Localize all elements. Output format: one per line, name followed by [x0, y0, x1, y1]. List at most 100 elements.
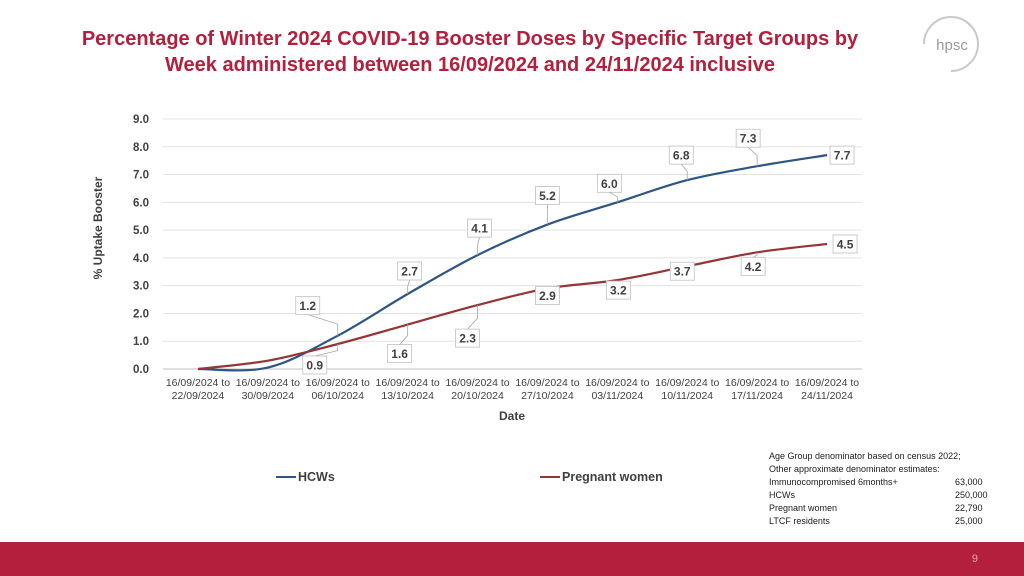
data-label: 4.5: [832, 234, 858, 254]
data-label-text: 7.7: [834, 149, 851, 163]
label-box: [302, 355, 328, 375]
title-line-2: Week administered between 16/09/2024 and…: [165, 54, 775, 76]
label-leader: [609, 191, 618, 203]
label-box: [605, 280, 631, 300]
data-label: 3.7: [669, 261, 695, 281]
data-label: 2.7: [397, 261, 423, 294]
note-row: HCWs 250,000: [769, 489, 991, 502]
page-number: 9: [971, 553, 978, 565]
data-label-text: 4.5: [837, 238, 854, 252]
data-label: 7.7: [829, 145, 855, 165]
label-box: [535, 286, 560, 305]
y-tick-label: 7.0: [133, 170, 149, 182]
label-box: [740, 256, 766, 276]
footer-bar: 9: [0, 542, 1024, 576]
label-leader: [407, 279, 411, 294]
x-tick-label: 16/09/2024 to 30/09/2024: [236, 377, 300, 402]
legend-swatch-pregnant: [540, 476, 560, 478]
data-label-text: 6.8: [673, 149, 690, 163]
line-chart: 0.0 1.0 2.0 3.0 4.0 5.0 6.0 7.0 8.0 9.0 16/09/202…: [91, 114, 862, 423]
note-row-value: 250,000: [955, 490, 988, 500]
x-tick-label: 16/09/2024 to 17/11/2024: [725, 377, 789, 402]
data-label-text: 2.3: [459, 332, 476, 346]
data-label-text: 3.2: [610, 284, 627, 298]
data-label-text: 4.2: [745, 260, 762, 274]
y-tick-label: 8.0: [133, 142, 149, 154]
data-label-text: 5.2: [539, 189, 556, 203]
note-line-1: Age Group denominator based on census 20…: [769, 451, 961, 461]
note-row-value: 22,790: [955, 503, 983, 513]
data-labels: 1.2 2.7 4.1 5.2 6.0 6.8 7.3 7.7 0.9 1.6 2.3 2.9 3.2 3…: [295, 128, 858, 375]
title-line-1: Percentage of Winter 2024 COVID-19 Boost…: [81, 28, 859, 50]
x-tick-label: 16/09/2024 to 06/10/2024: [306, 377, 370, 402]
y-axis-ticks: 0.0 1.0 2.0 3.0 4.0 5.0 6.0 7.0 8.0 9.0: [133, 114, 149, 376]
y-tick-label: 2.0: [133, 308, 149, 320]
label-box: [397, 261, 423, 281]
label-leader: [680, 163, 688, 181]
data-label-text: 1.2: [299, 299, 316, 313]
note-row: Pregnant women 22,790: [769, 502, 991, 515]
x-tick-label: 16/09/2024 to 13/10/2024: [376, 377, 440, 402]
series-line-hcws: [197, 154, 828, 372]
data-label: 7.3: [735, 128, 761, 167]
y-axis-title: % Uptake Booster: [91, 176, 105, 279]
x-axis-title: Date: [499, 409, 525, 423]
label-box: [668, 145, 694, 165]
x-tick-label: 16/09/2024 to 24/11/2024: [795, 377, 859, 402]
note-row: Immunocompromised 6months+ 63,000: [769, 476, 991, 489]
y-tick-label: 6.0: [133, 197, 149, 209]
label-box: [295, 296, 321, 316]
y-tick-label: 5.0: [133, 225, 149, 237]
logo-ring-inner: [965, 21, 979, 45]
label-box: [387, 344, 413, 363]
series-lines: [197, 154, 828, 372]
legend-item-pregnant: Pregnant women: [540, 470, 663, 484]
label-box: [669, 261, 695, 281]
data-label-text: 4.1: [471, 222, 488, 236]
data-label-text: 0.9: [306, 359, 323, 373]
y-tick-label: 9.0: [133, 114, 149, 126]
data-label: 2.9: [535, 286, 560, 305]
data-label: 2.3: [455, 305, 480, 348]
logo-text: hpsc: [936, 37, 968, 54]
data-label: 1.6: [387, 324, 413, 363]
data-label-text: 3.7: [674, 265, 691, 279]
label-leader: [314, 344, 339, 357]
label-leader: [752, 252, 758, 258]
grid-lines: [163, 118, 862, 370]
label-box: [735, 128, 761, 148]
label-box: [596, 173, 622, 193]
data-label: 6.8: [668, 145, 694, 181]
x-tick-label: 16/09/2024 to 22/09/2024: [166, 377, 230, 402]
note-row-label: Immunocompromised 6months+: [769, 477, 898, 487]
label-leader: [477, 237, 480, 256]
data-label: 4.1: [467, 218, 492, 256]
label-leader: [307, 314, 339, 336]
label-box: [535, 186, 560, 205]
x-tick-label: 16/09/2024 to 27/10/2024: [515, 377, 579, 402]
legend-item-hcws: HCWs: [276, 470, 335, 484]
note-row-value: 25,000: [955, 516, 983, 526]
legend-label-hcws: HCWs: [298, 470, 335, 484]
data-label-text: 1.6: [391, 347, 408, 361]
note-row-label: Pregnant women: [769, 503, 838, 513]
data-label: 3.2: [605, 280, 631, 300]
data-label-text: 6.0: [601, 177, 618, 191]
x-tick-label: 16/09/2024 to 20/10/2024: [445, 377, 509, 402]
legend-swatch-hcws: [276, 476, 296, 478]
data-label: 6.0: [596, 173, 622, 203]
label-box: [467, 218, 492, 238]
label-leader: [747, 146, 758, 167]
chart-title: Percentage of Winter 2024 COVID-19 Boost…: [20, 26, 920, 78]
y-tick-label: 3.0: [133, 281, 149, 293]
hpsc-logo: hpsc: [916, 14, 986, 74]
y-tick-label: 4.0: [133, 253, 149, 265]
note-row-label: HCWs: [769, 490, 795, 500]
data-label: 1.2: [295, 296, 339, 336]
note-line-2: Other approximate denominator estimates:: [769, 464, 940, 474]
series-line-pregnant: [197, 242, 828, 371]
label-box: [455, 328, 480, 348]
label-box: [832, 234, 858, 254]
y-tick-label: 0.0: [133, 364, 149, 376]
